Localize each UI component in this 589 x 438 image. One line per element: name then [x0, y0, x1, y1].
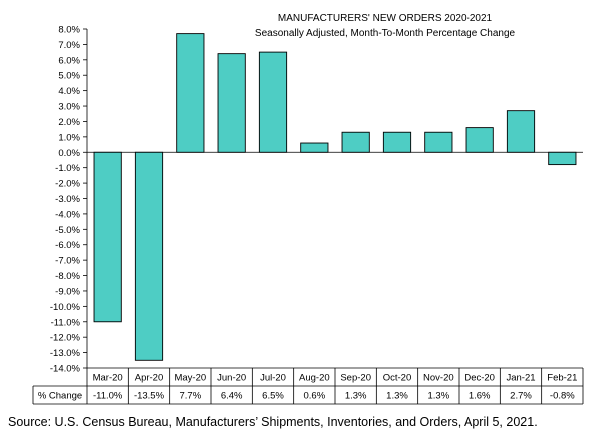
data-label: 2.7% — [510, 391, 532, 402]
bar — [176, 33, 205, 153]
bar — [300, 142, 329, 153]
x-tick-label: Apr-20 — [135, 373, 164, 384]
bar — [548, 151, 577, 166]
chart-title: MANUFACTURERS' NEW ORDERS 2020-2021 — [278, 13, 493, 24]
y-tick-label: 3.0% — [58, 102, 80, 113]
y-tick-label: 0.0% — [58, 148, 80, 159]
x-tick-label: Oct-20 — [383, 373, 412, 384]
y-tick-label: 8.0% — [58, 25, 80, 36]
y-tick-label: 4.0% — [58, 86, 80, 97]
y-tick-label: -11.0% — [51, 317, 81, 328]
x-tick-label: Mar-20 — [93, 373, 123, 384]
y-tick-label: -7.0% — [55, 256, 80, 267]
bar — [258, 51, 288, 153]
y-tick-label: -9.0% — [55, 286, 80, 297]
y-tick-label: -1.0% — [55, 163, 80, 174]
data-label: 6.4% — [221, 391, 243, 402]
bar — [382, 131, 412, 153]
y-tick-label: -5.0% — [55, 225, 80, 236]
bars — [93, 33, 577, 361]
bar — [134, 151, 164, 361]
x-tick-label: Sep-20 — [340, 373, 371, 384]
y-tick-label: 2.0% — [58, 117, 80, 128]
x-tick-label: Dec-20 — [464, 373, 495, 384]
x-tick-label: Nov-20 — [423, 373, 454, 384]
chart-subtitle: Seasonally Adjusted, Month-To-Month Perc… — [255, 28, 516, 39]
data-label: -11.0% — [93, 391, 123, 402]
y-tick-label: 1.0% — [58, 132, 80, 143]
y-tick-label: -12.0% — [50, 333, 81, 344]
data-label: 6.5% — [262, 391, 284, 402]
y-tick-label: -2.0% — [55, 179, 80, 190]
table-row-label: % Change — [38, 391, 82, 402]
bar — [93, 151, 122, 323]
y-tick-label: 6.0% — [58, 55, 80, 66]
data-label: -13.5% — [134, 391, 165, 402]
data-label: 1.6% — [469, 391, 491, 402]
bar — [465, 127, 494, 153]
data-label: -0.8% — [550, 391, 575, 402]
y-tick-label: -14.0% — [50, 364, 81, 375]
bar — [217, 53, 246, 153]
y-axis: 8.0% 7.0% 6.0% 5.0% 4.0% 3.0% 2.0% 1.0% 0.0% -1.0… — [50, 25, 583, 375]
y-tick-label: -3.0% — [55, 194, 80, 205]
x-tick-label: Jan-21 — [506, 373, 535, 384]
y-tick-label: -13.0% — [50, 348, 81, 359]
data-label: 1.3% — [345, 391, 367, 402]
data-label: 1.3% — [428, 391, 450, 402]
y-tick-label: -4.0% — [55, 209, 80, 220]
x-tick-label: May-20 — [174, 373, 206, 384]
y-tick-label: 5.0% — [58, 71, 80, 82]
x-tick-label: Jun-20 — [217, 373, 246, 384]
data-label: 0.6% — [304, 391, 326, 402]
x-tick-label: Jul-20 — [260, 373, 286, 384]
data-label: 1.3% — [386, 391, 408, 402]
bar — [506, 110, 536, 153]
y-tick-label: 7.0% — [58, 40, 80, 51]
source-note: Source: U.S. Census Bureau, Manufacturer… — [8, 415, 538, 429]
bar — [424, 131, 453, 153]
y-tick-label: -8.0% — [55, 271, 80, 282]
y-tick-label: -10.0% — [50, 302, 81, 313]
x-tick-label: Feb-21 — [547, 373, 577, 384]
data-table: % Change Mar-20 -11.0% Apr-20 -13.5% May-20 7.… — [32, 367, 584, 405]
x-tick-label: Aug-20 — [299, 373, 330, 384]
bar — [341, 131, 370, 153]
y-tick-label: -6.0% — [55, 240, 80, 251]
data-label: 7.7% — [180, 391, 202, 402]
